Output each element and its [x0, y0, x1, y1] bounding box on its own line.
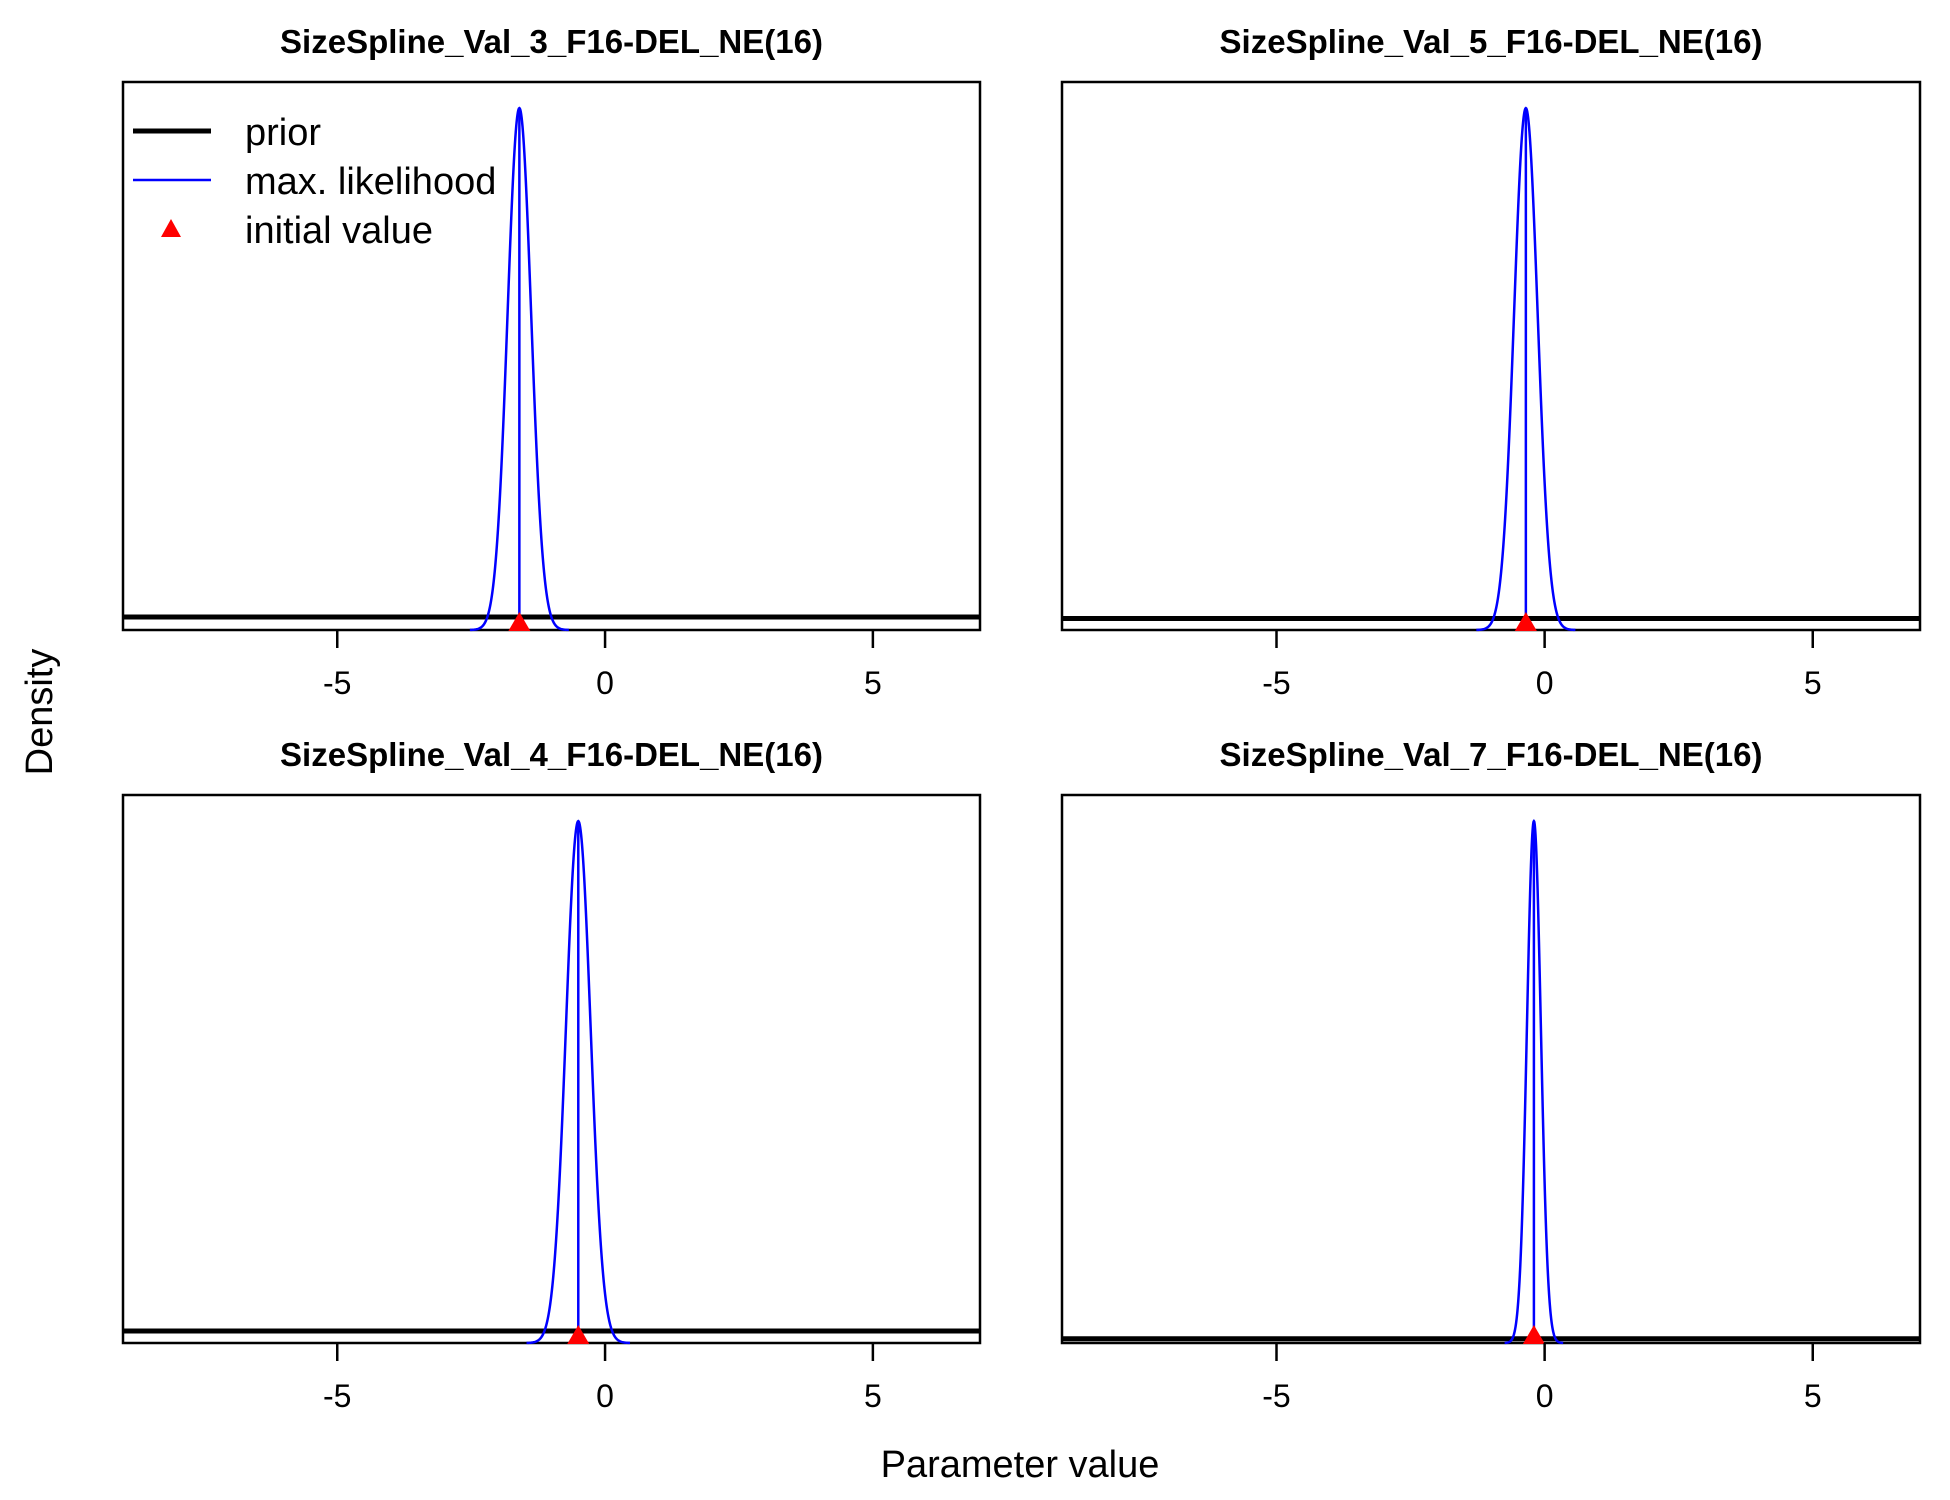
initial-value-marker: [567, 1325, 590, 1344]
legend: prior max. likelihood initial value: [133, 112, 496, 252]
panel-1: SizeSpline_Val_3_F16-DEL_NE(16) -5 0 5: [121, 23, 982, 701]
panel-title: SizeSpline_Val_4_F16-DEL_NE(16): [280, 736, 823, 773]
plot-frame: [121, 80, 982, 632]
x-tick-label: -5: [323, 665, 351, 701]
initial-value-marker: [508, 612, 531, 631]
plot-frame: [1060, 793, 1922, 1345]
x-axis-label: Parameter value: [881, 1444, 1160, 1486]
legend-label: prior: [245, 112, 321, 154]
initial-value-marker: [1514, 612, 1537, 631]
plot-frame: [121, 793, 982, 1345]
legend-item-2: initial value: [161, 210, 433, 252]
plot-frame: [1060, 80, 1922, 632]
x-tick-label: 5: [864, 1378, 882, 1414]
x-tick-label: 0: [596, 1378, 614, 1414]
x-tick-label: 0: [596, 665, 614, 701]
x-tick-label: -5: [1262, 1378, 1290, 1414]
panel-2: SizeSpline_Val_5_F16-DEL_NE(16) -5 0 5: [1060, 23, 1922, 701]
x-tick-label: -5: [1262, 665, 1290, 701]
panel-title: SizeSpline_Val_5_F16-DEL_NE(16): [1220, 23, 1763, 60]
x-tick-label: -5: [323, 1378, 351, 1414]
panel-title: SizeSpline_Val_7_F16-DEL_NE(16): [1220, 736, 1763, 773]
panels: SizeSpline_Val_3_F16-DEL_NE(16)-5 0 5SizeS…: [121, 23, 1922, 1414]
x-tick-label: 5: [864, 665, 882, 701]
y-axis-label: Density: [19, 649, 61, 776]
legend-swatch: [161, 219, 181, 237]
x-tick-label: 5: [1804, 665, 1822, 701]
panel-4: SizeSpline_Val_7_F16-DEL_NE(16) -5 0 5: [1060, 736, 1922, 1414]
x-tick-label: 5: [1804, 1378, 1822, 1414]
initial-value-marker: [1522, 1325, 1545, 1344]
legend-label: initial value: [245, 210, 433, 252]
x-tick-label: 0: [1536, 665, 1554, 701]
legend-item-1: max. likelihood: [133, 161, 496, 203]
x-tick-label: 0: [1536, 1378, 1554, 1414]
legend-item-0: prior: [133, 112, 321, 154]
panel-title: SizeSpline_Val_3_F16-DEL_NE(16): [280, 23, 823, 60]
panel-3: SizeSpline_Val_4_F16-DEL_NE(16) -5 0 5: [121, 736, 982, 1414]
legend-label: max. likelihood: [245, 161, 496, 203]
